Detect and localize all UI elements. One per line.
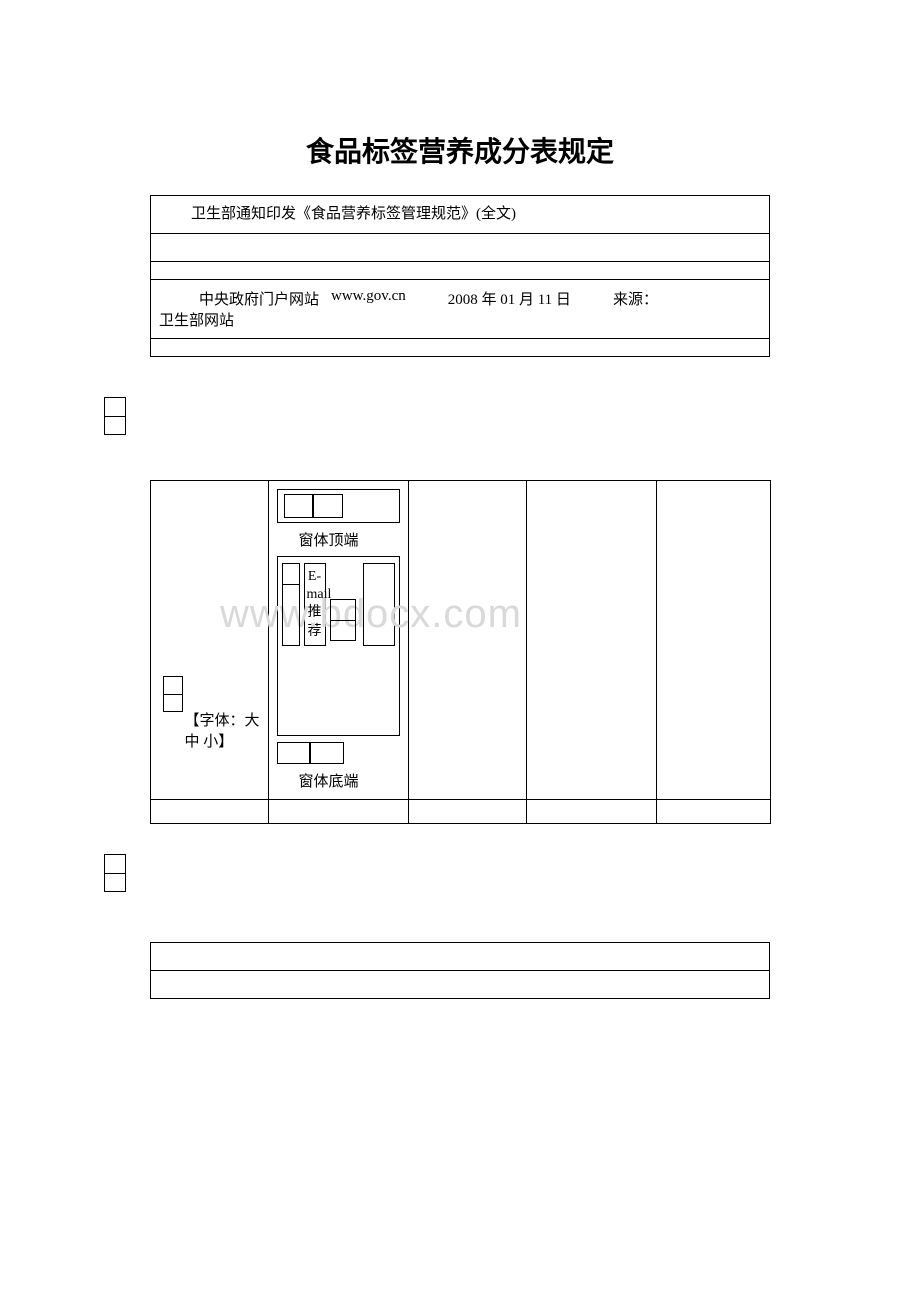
empty-cell	[408, 481, 526, 800]
split-cell	[310, 742, 344, 764]
spacer-box	[104, 397, 126, 435]
split-cell	[284, 494, 314, 518]
form-bottom-label: 窗体底端	[277, 770, 400, 791]
font-size-label[interactable]: 【字体：大 中 小】	[185, 709, 262, 751]
empty-row	[151, 339, 770, 357]
header-table: 卫生部通知印发《食品营养标签管理规范》(全文) 中央政府门户网站 www.gov…	[150, 195, 770, 357]
footer-row	[151, 943, 770, 971]
email-box: E-mail推荐	[277, 556, 400, 736]
footer-cell	[656, 800, 770, 824]
footer-cell	[150, 800, 268, 824]
form-cell: 窗体顶端 E-mail推荐 窗体底端	[268, 481, 408, 800]
portal-url: www.gov.cn	[331, 288, 406, 309]
inner-box	[277, 489, 400, 523]
spacer-box	[104, 854, 126, 892]
email-recommend-label[interactable]: E-mail推荐	[304, 563, 326, 646]
email-wide-box	[363, 563, 395, 646]
split-cell	[313, 494, 343, 518]
page-title: 食品标签营养成分表规定	[0, 130, 920, 170]
footer-cell	[526, 800, 656, 824]
email-narrow-box	[282, 563, 300, 646]
source-value: 卫生部网站	[159, 309, 761, 330]
footer-cell	[408, 800, 526, 824]
footer-table	[150, 942, 770, 999]
portal-label: 中央政府门户网站	[199, 288, 319, 309]
source-label: 来源：	[613, 288, 658, 309]
source-cell: 中央政府门户网站 www.gov.cn 2008 年 01 月 11 日 来源：…	[151, 280, 770, 339]
empty-cell	[656, 481, 770, 800]
form-top-label: 窗体顶端	[277, 529, 400, 550]
font-size-cell: 【字体：大 中 小】	[150, 481, 268, 800]
body-table: 【字体：大 中 小】 窗体顶端 E-mail推荐	[150, 480, 771, 824]
split-cell	[277, 742, 311, 764]
empty-cell	[526, 481, 656, 800]
email-narrow-box	[330, 599, 356, 641]
spacer-box	[163, 676, 183, 712]
footer-row	[151, 971, 770, 999]
date-label: 2008 年 01 月 11 日	[448, 288, 571, 309]
empty-row	[151, 234, 770, 262]
footer-cell	[268, 800, 408, 824]
empty-row	[151, 262, 770, 280]
notice-cell: 卫生部通知印发《食品营养标签管理规范》(全文)	[151, 196, 770, 234]
